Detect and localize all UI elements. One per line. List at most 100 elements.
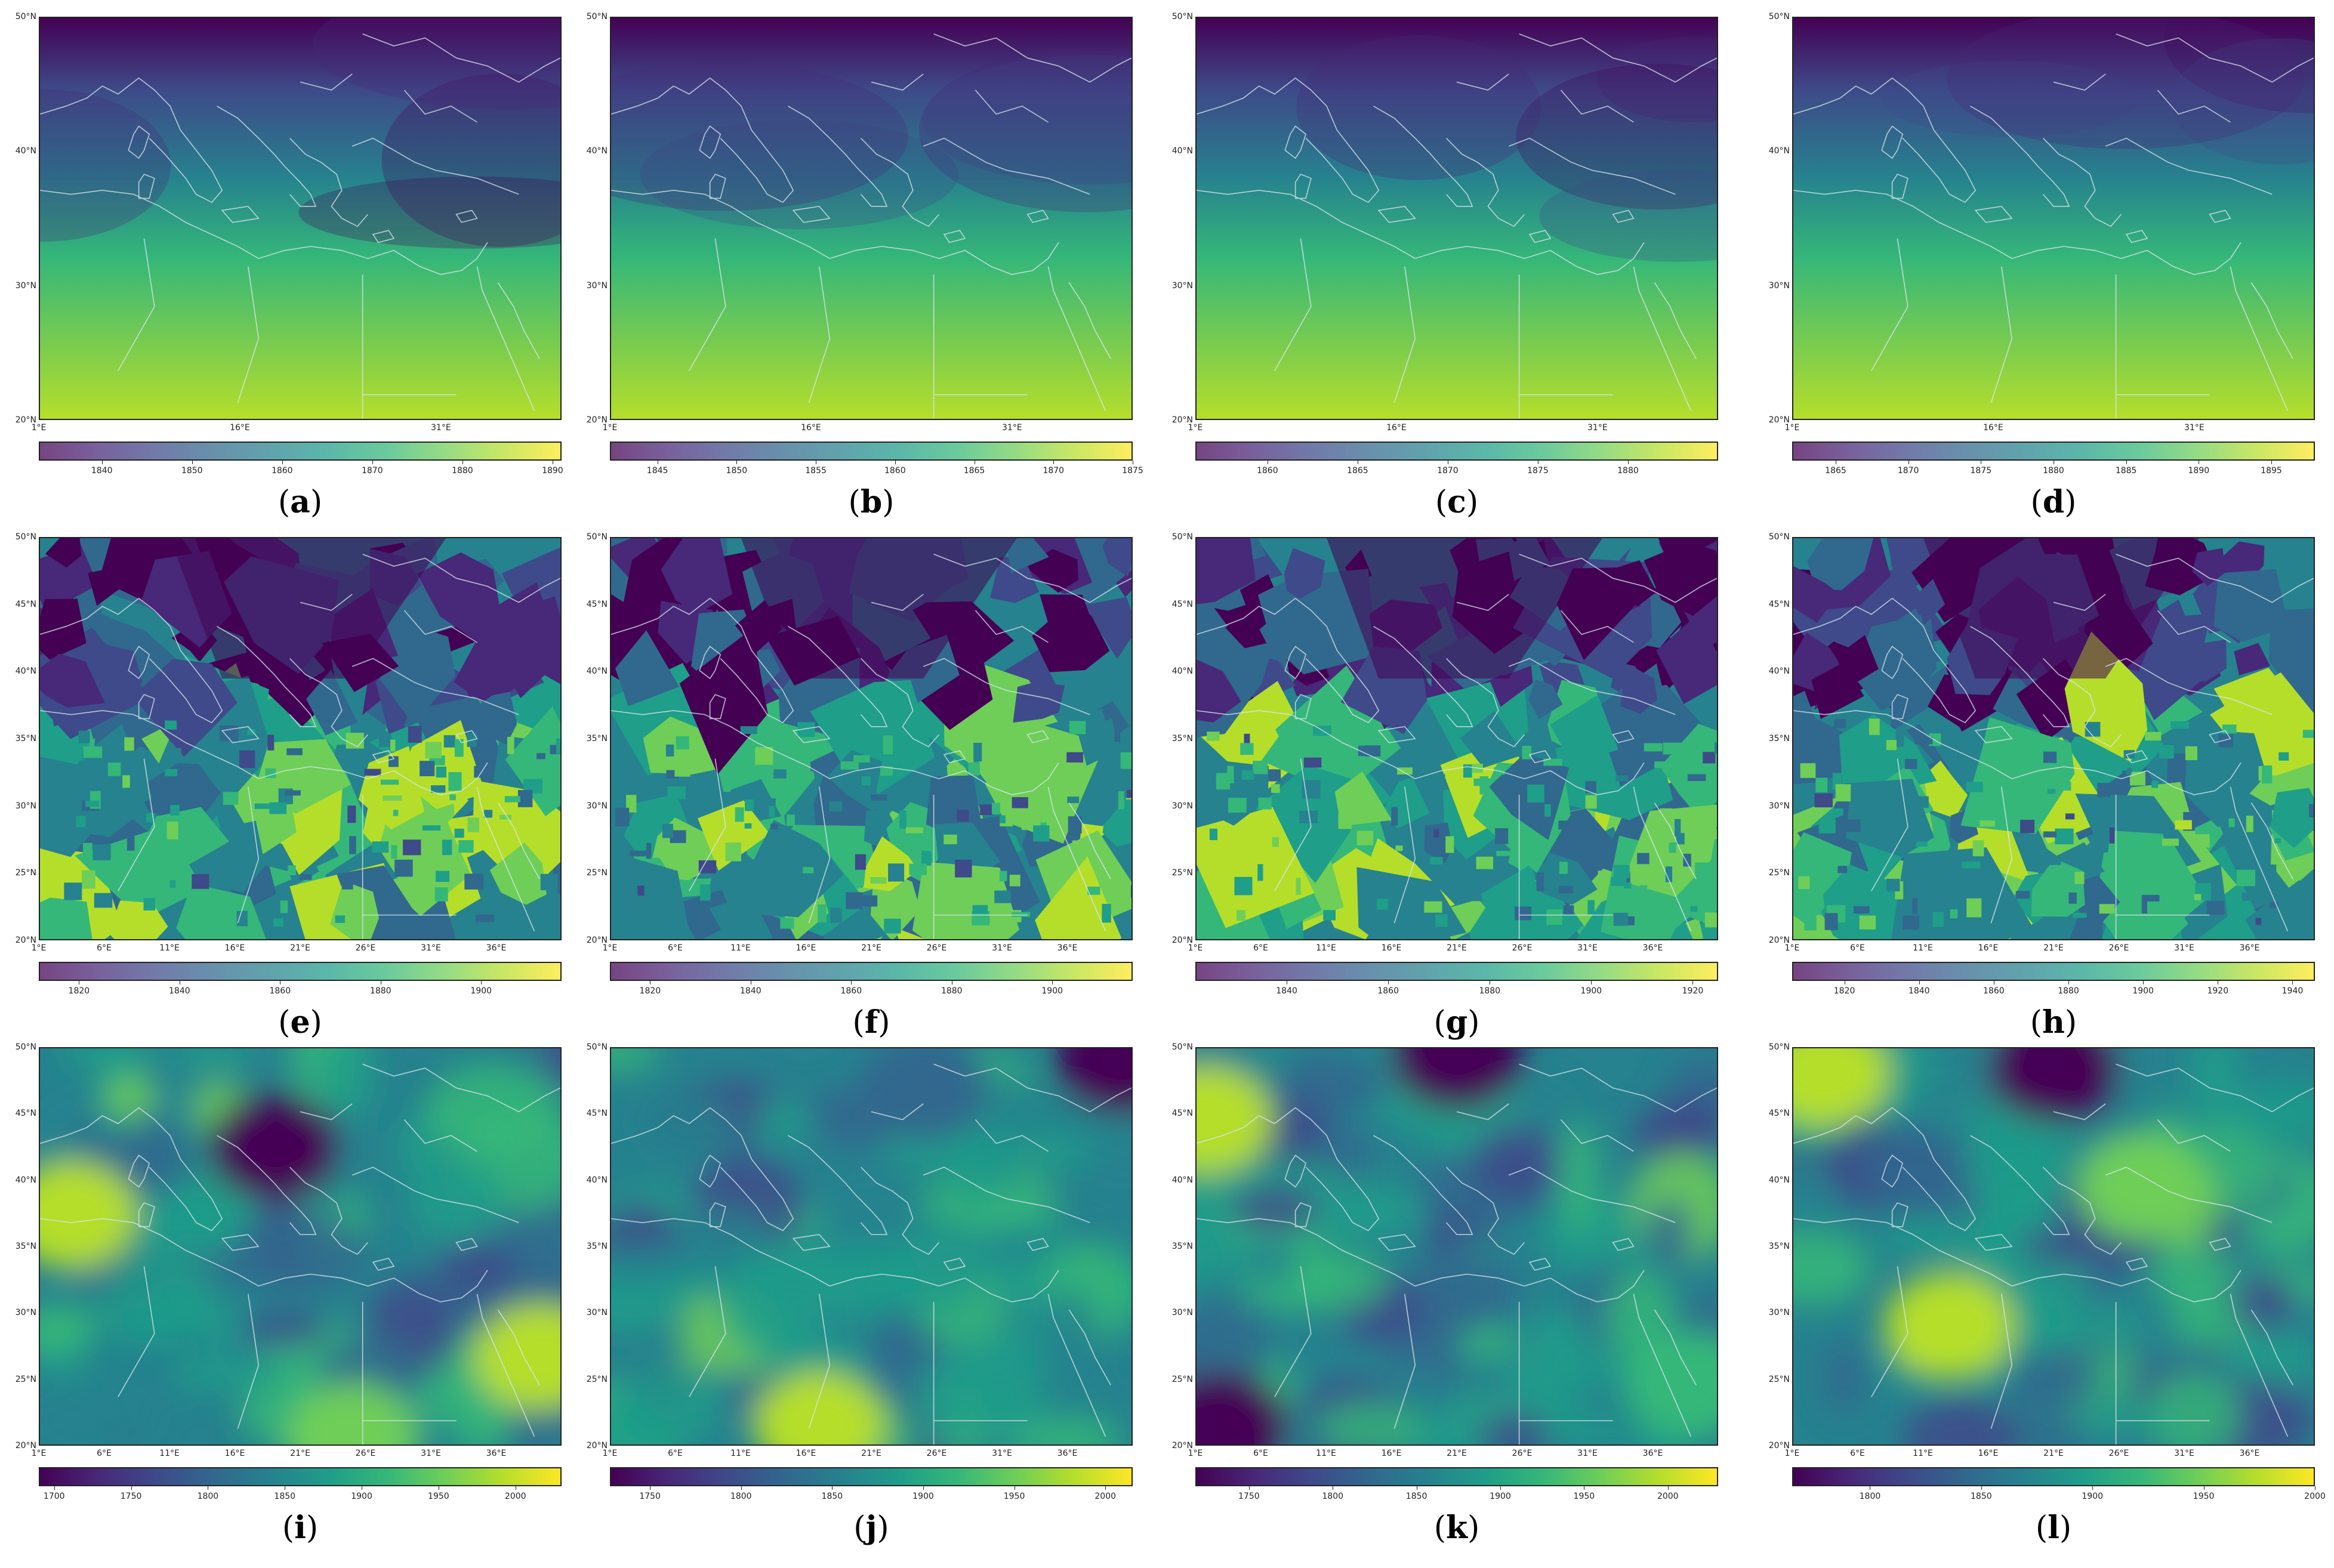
lon-tick: 16°E	[1983, 423, 2003, 433]
lat-tick: 50°N	[586, 1042, 608, 1052]
colorbar-tick-label: 1840	[1908, 986, 1930, 996]
colorbar-tick-label: 1900	[1580, 986, 1602, 996]
coastline-overlay	[1197, 554, 1717, 939]
colorbar-c	[1195, 442, 1718, 461]
coastline-overlay	[1197, 1063, 1717, 1444]
colorbar-tick-mark	[481, 981, 482, 984]
lon-tick: 26°E	[2108, 1449, 2129, 1458]
colorbar-tick-label: 1865	[1825, 466, 1846, 476]
colorbar-tick-label: 1850	[821, 1492, 843, 1501]
lon-tick: 1°E	[1784, 423, 1800, 433]
map-panel-f	[610, 537, 1133, 940]
colorbar-tick-label: 1750	[639, 1492, 661, 1501]
lon-tick: 31°E	[2184, 423, 2204, 433]
colorbar-tick-label: 1850	[181, 466, 203, 476]
panel-label-c: (c)	[1435, 484, 1479, 520]
map-panel-d	[1792, 17, 2315, 420]
lon-tick: 6°E	[668, 1449, 683, 1458]
map-panel-i	[39, 1047, 562, 1446]
lon-tick: 1°E	[31, 943, 47, 953]
colorbar-b	[610, 442, 1133, 461]
colorbar-l	[1792, 1467, 2315, 1486]
colorbar-tick-label: 1845	[646, 466, 668, 476]
lon-tick: 31°E	[2174, 1449, 2194, 1458]
lon-tick: 11°E	[159, 943, 180, 953]
lat-tick: 30°N	[1768, 801, 1790, 811]
coastline-overlay	[40, 1063, 560, 1444]
lon-tick: 11°E	[1913, 943, 1933, 953]
lon-tick: 11°E	[1913, 1449, 1933, 1458]
lon-tick: 6°E	[97, 943, 112, 953]
lon-tick: 26°E	[355, 1449, 376, 1458]
lon-tick: 26°E	[926, 943, 947, 953]
panel-label-e: (e)	[278, 1004, 322, 1041]
lon-tick: 26°E	[1512, 1449, 1533, 1458]
colorbar-i	[39, 1467, 562, 1486]
colorbar-tick-label: 1800	[197, 1492, 219, 1501]
colorbar-tick-label: 1860	[1983, 986, 2005, 996]
colorbar-tick-label: 1870	[1437, 466, 1459, 476]
colorbar-tick-mark	[101, 461, 103, 464]
lon-tick: 1°E	[602, 423, 618, 433]
colorbar-tick-label: 1860	[1256, 466, 1278, 476]
lat-tick: 35°N	[586, 734, 608, 743]
colorbar-tick-label: 1850	[274, 1492, 296, 1501]
colorbar-tick-label: 1860	[269, 986, 291, 996]
lat-tick: 50°N	[15, 12, 36, 21]
panel-label-a: (a)	[278, 484, 323, 520]
panel-letter: c	[1447, 484, 1466, 520]
lon-tick: 21°E	[861, 1449, 881, 1458]
colorbar-a	[39, 442, 562, 461]
lon-tick: 31°E	[1587, 423, 1608, 433]
lon-tick: 31°E	[992, 943, 1012, 953]
colorbar-tick-mark	[2271, 461, 2272, 464]
lon-tick: 16°E	[801, 423, 821, 433]
coastline-overlay	[1793, 1063, 2314, 1444]
heatmap-d	[1793, 18, 2314, 419]
panel-letter: h	[2042, 1004, 2065, 1041]
colorbar-h	[1792, 962, 2315, 981]
lon-tick: 6°E	[1850, 943, 1865, 953]
colorbar-tick-label: 1865	[963, 466, 985, 476]
lat-tick: 50°N	[15, 532, 36, 542]
colorbar-tick-label: 2000	[504, 1492, 526, 1501]
lat-tick: 25°N	[15, 868, 36, 878]
colorbar-tick-label: 1880	[941, 986, 963, 996]
colorbar-tick-label: 1850	[1971, 1492, 1992, 1501]
lon-tick: 36°E	[2239, 1449, 2260, 1458]
colorbar-tick-label: 1880	[452, 466, 473, 476]
colorbar-tick-label: 1900	[1041, 986, 1063, 996]
colorbar-tick-mark	[736, 461, 738, 464]
colorbar-tick-mark	[192, 461, 193, 464]
lon-tick: 1°E	[1188, 943, 1203, 953]
lon-tick: 16°E	[1381, 1449, 1402, 1458]
colorbar-tick-label: 1900	[912, 1492, 934, 1501]
colorbar-tick-mark	[1667, 1486, 1669, 1490]
lat-tick: 40°N	[1768, 146, 1790, 156]
lon-tick: 31°E	[421, 943, 441, 953]
lon-tick: 21°E	[2043, 1449, 2064, 1458]
lon-tick: 1°E	[602, 1449, 618, 1458]
lat-tick: 20°N	[15, 936, 36, 945]
lon-tick: 6°E	[668, 943, 683, 953]
colorbar-tick-mark	[2092, 1486, 2093, 1490]
lat-tick: 50°N	[1768, 12, 1790, 21]
lon-tick: 16°E	[1381, 943, 1402, 953]
colorbar-tick-label: 1840	[169, 986, 190, 996]
colorbar-tick-mark	[1105, 1486, 1106, 1490]
panel-label-g: (g)	[1433, 1004, 1480, 1041]
colorbar-tick-label: 1860	[884, 466, 906, 476]
colorbar-tick-mark	[1908, 461, 1909, 464]
colorbar-tick-label: 1820	[1833, 986, 1855, 996]
lat-tick: 40°N	[15, 1175, 36, 1185]
colorbar-tick-mark	[832, 1486, 833, 1490]
lon-tick: 6°E	[1253, 1449, 1268, 1458]
heatmap-a	[40, 18, 560, 419]
lon-tick: 36°E	[1642, 1449, 1663, 1458]
coastline-overlay	[1793, 33, 2314, 419]
lon-tick: 26°E	[926, 1449, 947, 1458]
lat-tick: 30°N	[586, 801, 608, 811]
map-panel-g	[1195, 537, 1718, 940]
lon-tick: 31°E	[1577, 943, 1598, 953]
lon-tick: 26°E	[2108, 943, 2129, 953]
